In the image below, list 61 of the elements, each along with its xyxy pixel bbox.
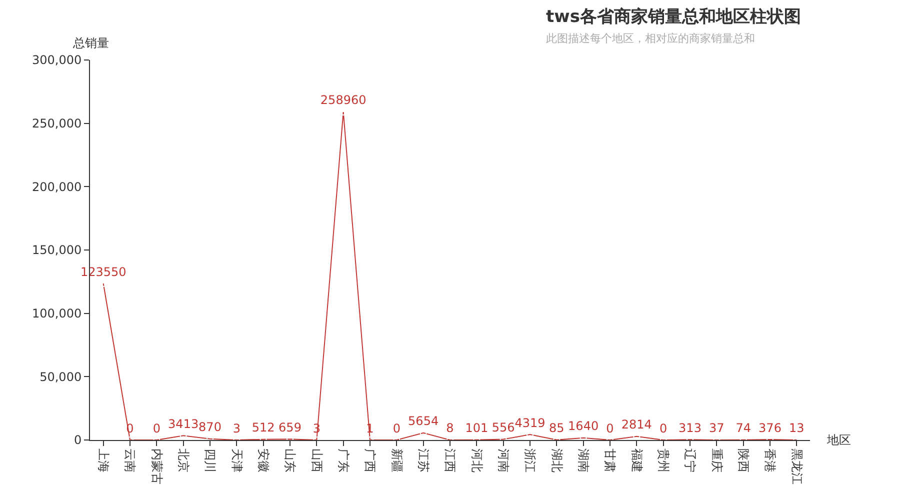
x-tick-label: 江西 [443, 448, 458, 472]
chart-subtitle: 此图描述每个地区，相对应的商家销量总和 [546, 32, 755, 45]
x-tick-label: 河北 [470, 448, 484, 472]
data-label: 3 [232, 421, 240, 436]
x-tick-label: 广西 [363, 448, 378, 472]
x-tick-label: 香港 [763, 448, 778, 472]
data-label: 0 [152, 421, 160, 436]
data-label: 2814 [621, 418, 652, 432]
x-tick-label: 湖北 [550, 448, 564, 472]
data-label: 870 [198, 420, 222, 434]
x-tick-label: 福建 [630, 448, 644, 472]
data-label: 659 [278, 420, 302, 434]
y-tick-label: 300,000 [32, 53, 82, 68]
y-tick-label: 150,000 [32, 243, 82, 258]
x-tick-label: 江苏 [416, 448, 430, 472]
x-tick-label: 甘肃 [603, 448, 618, 472]
x-tick-label: 新疆 [390, 448, 404, 472]
data-label: 101 [465, 421, 488, 436]
x-tick-label: 贵州 [656, 448, 670, 472]
x-tick-label: 河南 [496, 448, 510, 472]
x-tick-label: 安徽 [256, 448, 270, 472]
x-tick-label: 云南 [123, 448, 138, 472]
data-label: 1640 [568, 419, 599, 434]
y-tick-label: 0 [74, 433, 82, 448]
data-label: 313 [678, 420, 702, 435]
chart-title: tws各省商家销量总和地区柱状图 [546, 7, 801, 27]
x-tick-label: 湖南 [576, 448, 590, 472]
x-tick-label: 陕西 [736, 448, 750, 472]
data-label: 0 [606, 421, 614, 436]
data-label: 258960 [320, 93, 366, 108]
x-tick-label: 浙江 [523, 448, 538, 472]
y-tick-label: 200,000 [32, 180, 82, 194]
data-label: 0 [660, 421, 668, 436]
x-tick-label: 广东 [336, 448, 350, 472]
x-tick-label: 北京 [176, 448, 190, 472]
y-axis-title: 总销量 [72, 36, 109, 50]
x-tick-label: 天津 [230, 448, 244, 472]
x-tick-label: 辽宁 [683, 448, 698, 472]
y-tick-label: 50,000 [40, 370, 82, 384]
x-tick-label: 黑龙江 [790, 448, 804, 484]
y-tick-label: 100,000 [32, 306, 82, 321]
data-label: 8 [446, 421, 454, 436]
x-tick-label: 上海 [96, 448, 110, 472]
y-tick-label: 250,000 [32, 116, 82, 131]
data-label: 0 [392, 421, 400, 436]
data-label: 556 [492, 420, 515, 435]
data-label: 4319 [514, 416, 546, 430]
data-label: 13 [789, 421, 804, 436]
data-label: 85 [549, 421, 564, 436]
x-tick-label: 内蒙古 [150, 448, 164, 484]
x-axis-title: 地区 [826, 433, 851, 447]
data-label: 376 [758, 420, 782, 435]
x-tick-label: 山东 [283, 448, 298, 472]
data-label: 512 [252, 420, 275, 435]
x-tick-label: 山西 [310, 448, 324, 472]
data-label: 5654 [408, 414, 439, 428]
data-label: 74 [736, 421, 751, 436]
data-label: 37 [709, 421, 724, 436]
data-label: 3413 [168, 416, 199, 431]
x-tick-label: 重庆 [710, 448, 724, 472]
x-tick-label: 四川 [203, 448, 218, 472]
